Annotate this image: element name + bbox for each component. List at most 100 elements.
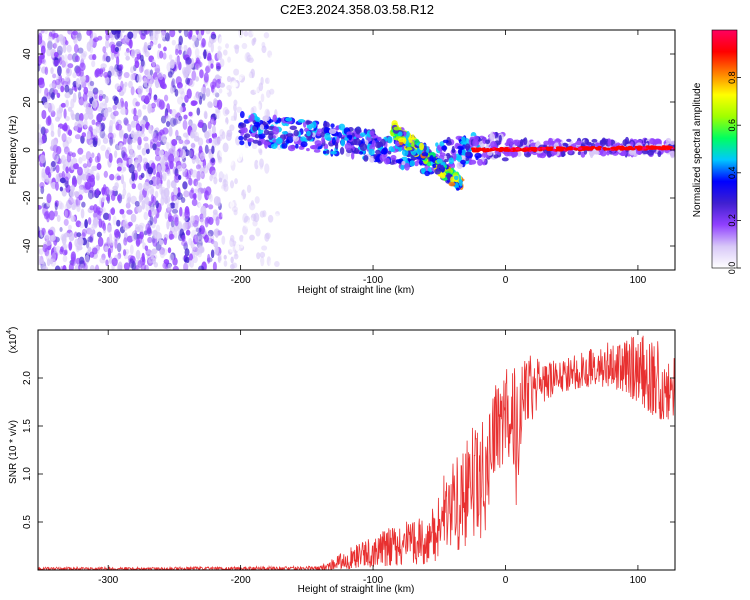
heat-blob [197,191,202,201]
heat-blob [126,209,133,215]
heat-blob [91,54,97,61]
heat-blob [229,264,235,270]
heat-blob [253,121,261,127]
heat-blob [187,47,192,58]
heat-blob [208,204,214,210]
heat-blob [241,127,248,134]
heat-blob [102,212,110,221]
heat-blob [73,38,78,45]
heat-blob [183,262,189,270]
heat-blob [219,148,225,158]
heat-blob [78,260,86,268]
heat-blob [162,52,167,60]
heat-blob [283,248,290,259]
heat-blob [237,151,243,162]
heat-blob [368,148,375,156]
heat-blob [219,58,225,68]
heat-blob [311,227,316,236]
heat-blob [216,99,223,110]
heat-blob [248,117,253,123]
heat-blob [64,180,69,188]
heat-blob [91,60,96,68]
heat-blob [122,181,127,190]
heat-blob [294,197,301,205]
heat-blob [271,261,276,268]
heatmap-region [38,30,223,270]
heat-blob [67,63,74,69]
heat-blob [251,142,258,150]
heat-blob [139,54,144,62]
heat-blob [127,221,133,227]
heat-blob [77,166,83,176]
heat-blob [155,68,161,74]
heat-blob [80,208,85,219]
heat-blob [96,138,101,147]
heat-blob [159,249,166,259]
heat-blob [106,187,111,196]
heat-blob [91,229,96,235]
heat-blob [176,96,184,105]
heat-blob [178,30,182,34]
heat-blob [110,43,116,54]
heat-blob [95,114,101,122]
heat-blob [436,158,443,164]
heat-blob [70,215,76,222]
heat-blob [248,229,255,235]
heat-blob [190,131,196,139]
heat-blob [295,213,302,224]
heat-blob [130,130,135,138]
heat-blob [258,82,264,92]
heat-blob [573,147,579,151]
heat-blob [152,132,159,144]
heat-blob [426,161,432,167]
heat-blob [219,134,223,141]
heat-blob [64,84,70,93]
heat-blob [293,161,297,168]
heat-blob [99,129,106,139]
heat-blob [294,30,299,36]
heat-blob [275,83,280,91]
heat-blob [46,213,50,223]
heat-blob [281,102,287,109]
heat-blob [104,95,109,104]
heat-blob [205,65,211,74]
heat-blob [59,227,63,233]
heat-blob [168,54,173,60]
heat-blob [98,218,103,228]
heat-blob [311,121,317,129]
heat-blob [224,67,229,76]
heat-blob [47,171,52,179]
heat-blob [312,38,318,44]
heat-blob [65,208,69,219]
heat-blob [112,95,118,102]
heat-blob [250,99,256,106]
heat-blob [143,30,150,35]
heat-blob [130,73,135,81]
heat-blob [253,212,260,223]
heat-blob [158,239,164,245]
heat-blob [164,161,169,167]
heat-blob [210,118,215,125]
heat-blob [97,106,103,112]
heat-blob [70,251,76,262]
heat-blob [50,160,56,168]
heat-blob [66,44,72,53]
heat-blob [89,226,95,236]
heat-blob [213,98,218,107]
heat-blob [63,208,70,218]
heat-blob [249,202,256,211]
heat-blob [114,182,119,189]
heat-blob [282,195,287,205]
heat-blob [135,101,140,107]
heat-blob [60,157,64,165]
heat-blob [269,259,275,268]
heat-blob [287,145,296,152]
heat-blob [464,157,470,161]
heat-blob [203,72,209,83]
heat-blob [239,111,245,119]
heat-blob [225,43,229,49]
heat-blob [193,188,200,194]
heat-blob [124,100,129,110]
heat-blob [75,196,81,207]
heat-blob [64,210,69,218]
